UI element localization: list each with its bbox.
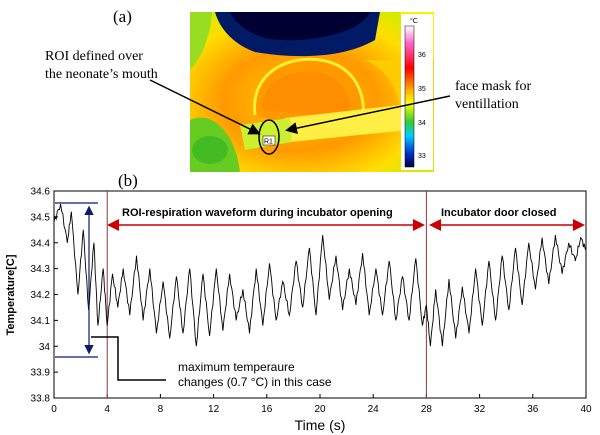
y-tick-label: 33.8 bbox=[31, 394, 51, 405]
callout-change-line2: changes (0.7 °C) in this case bbox=[178, 375, 332, 389]
panel-a-label: (a) bbox=[113, 7, 132, 26]
colorbar-tick-1: 35 bbox=[418, 86, 426, 93]
x-tick-label: 40 bbox=[580, 404, 592, 415]
callout-roi-line1: ROI defined over bbox=[45, 49, 143, 64]
x-tick-label: 24 bbox=[368, 404, 380, 415]
colorbar-tick-3: 33 bbox=[418, 153, 426, 160]
x-tick-label: 32 bbox=[474, 404, 486, 415]
annotation-closed: Incubator door closed bbox=[441, 207, 557, 219]
x-tick-label: 0 bbox=[51, 404, 57, 415]
x-tick-label: 28 bbox=[421, 404, 433, 415]
x-tick-label: 36 bbox=[527, 404, 539, 415]
panel-b-label: (b) bbox=[118, 171, 138, 190]
colorbar-tick-2: 34 bbox=[418, 120, 426, 127]
callout-roi-arrow bbox=[149, 79, 261, 135]
callout-roi-line2: the neonate’s mouth bbox=[45, 67, 158, 82]
y-tick-label: 34.5 bbox=[31, 212, 51, 223]
x-tick-label: 12 bbox=[208, 404, 220, 415]
y-tick-label: 34.2 bbox=[31, 290, 51, 301]
callout-mask-line2: ventillation bbox=[455, 97, 519, 112]
x-axis-label: Time (s) bbox=[295, 417, 346, 433]
y-tick-label: 34 bbox=[39, 342, 51, 353]
y-tick-label: 34.3 bbox=[31, 264, 51, 275]
colorbar-tick-0: 36 bbox=[418, 52, 426, 59]
colorbar: °C 36 35 34 33 bbox=[401, 14, 433, 170]
y-axis-label: Temperature[C] bbox=[5, 254, 17, 335]
callout-mask-line1: face mask for bbox=[455, 79, 532, 94]
temperature-trace bbox=[53, 203, 587, 347]
roi-tag: R1 bbox=[264, 139, 273, 146]
y-tick-label: 34.4 bbox=[31, 238, 51, 249]
plot-frame bbox=[53, 190, 587, 399]
callout-change-line1: maximum temperaure bbox=[178, 360, 295, 374]
y-tick-label: 33.9 bbox=[31, 368, 51, 379]
y-tick-label: 34.1 bbox=[31, 316, 51, 327]
roi-marker bbox=[258, 119, 280, 155]
thermal-image bbox=[190, 12, 434, 172]
annotation-opening: ROI-respiration waveform during incubato… bbox=[122, 207, 393, 219]
callout-mask-arrow bbox=[285, 95, 451, 135]
x-tick-label: 16 bbox=[261, 404, 273, 415]
y-tick-label: 34.6 bbox=[31, 187, 51, 198]
range-bracket bbox=[55, 202, 98, 358]
chart: Temperature[C] Time (s) 34.6 34.5 34.4 34.3… bbox=[5, 187, 592, 434]
x-tick-label: 8 bbox=[158, 404, 164, 415]
colorbar-unit: °C bbox=[410, 17, 418, 25]
x-tick-label: 4 bbox=[104, 404, 110, 415]
change-callout-line bbox=[91, 336, 166, 381]
x-tick-label: 20 bbox=[314, 404, 326, 415]
